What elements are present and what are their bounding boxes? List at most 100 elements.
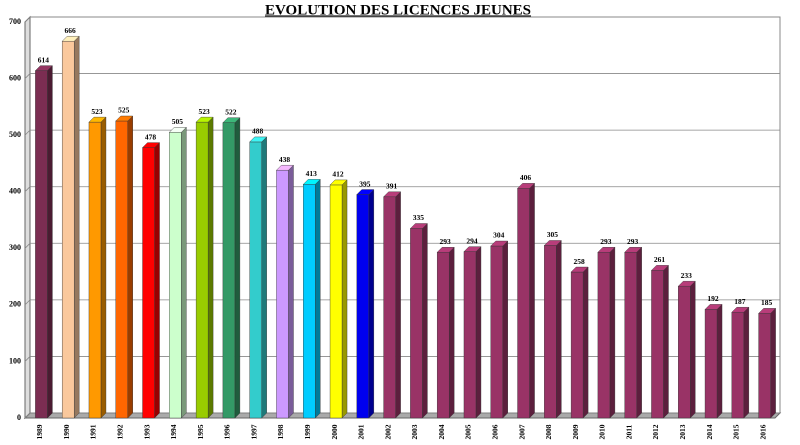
bar-top (517, 183, 536, 189)
value-label: 391 (386, 182, 398, 191)
bar-top (115, 115, 134, 122)
bar-top (409, 223, 428, 229)
value-label: 293 (440, 237, 452, 246)
bar (436, 252, 450, 419)
bar-side (502, 240, 508, 419)
bar-top (543, 240, 562, 246)
bar-top (490, 240, 509, 247)
value-label: 293 (627, 237, 639, 246)
value-label: 614 (38, 55, 50, 64)
side-wall (24, 15, 31, 420)
bar (356, 194, 370, 419)
value-label: 438 (279, 155, 291, 164)
bar (249, 141, 262, 419)
bar-side (475, 246, 482, 419)
y-tick-label: 400 (9, 187, 21, 196)
bar-side (154, 142, 160, 419)
x-tick-label: 1997 (249, 424, 258, 439)
x-tick-label: 1991 (89, 424, 98, 439)
bar-side (422, 223, 428, 419)
x-tick-label: 2001 (357, 424, 366, 439)
value-label: 522 (225, 107, 237, 116)
value-label: 412 (332, 170, 344, 179)
grid-line (24, 299, 31, 306)
bar-top (463, 246, 482, 252)
bar (597, 252, 611, 419)
x-tick-label: 1998 (276, 424, 285, 439)
bar-top (302, 179, 321, 185)
bar (544, 245, 557, 419)
value-label: 305 (547, 230, 559, 239)
bar-top (329, 179, 348, 186)
bar-top (34, 65, 53, 71)
x-tick-label: 2007 (517, 424, 526, 439)
x-tick-label: 2002 (383, 424, 392, 439)
bar-side (368, 189, 375, 419)
value-label: 233 (681, 271, 693, 280)
bar-side (341, 179, 348, 419)
value-label: 335 (413, 213, 425, 222)
bar-side (582, 266, 589, 419)
value-label: 413 (306, 169, 318, 178)
bar-side (556, 239, 562, 419)
bar-side (288, 164, 294, 419)
value-label: 523 (91, 107, 103, 116)
x-tick-label: 2003 (410, 424, 419, 439)
x-tick-label: 1994 (169, 424, 178, 439)
x-tick-label: 2004 (437, 424, 446, 439)
y-tick-label: 200 (9, 300, 21, 309)
y-tick-label: 700 (9, 17, 21, 26)
grid-line (24, 186, 31, 192)
bar-side (395, 191, 401, 419)
x-tick-label: 2005 (464, 424, 473, 439)
bar (329, 184, 343, 419)
value-label: 258 (573, 257, 585, 266)
bar-top (249, 136, 268, 143)
x-tick-label: 1995 (196, 424, 205, 439)
value-label: 525 (118, 106, 130, 115)
bar-side (690, 280, 696, 419)
bar (678, 285, 691, 419)
value-label: 185 (761, 298, 773, 307)
bar-side (609, 246, 616, 419)
grid-line (24, 356, 31, 362)
x-tick-label: 1999 (303, 424, 312, 439)
value-label: 505 (172, 117, 184, 126)
bar (61, 41, 75, 419)
bar-side (529, 182, 535, 419)
bar (169, 132, 182, 419)
grid-line (24, 129, 31, 136)
x-tick-label: 2012 (651, 424, 660, 439)
x-tick-label: 2006 (490, 424, 499, 439)
bar-top (142, 142, 161, 148)
value-label: 488 (252, 127, 264, 136)
bar-side (636, 246, 642, 419)
grid-line (24, 73, 31, 79)
bar-top (650, 265, 669, 271)
bar-top (168, 127, 187, 133)
bar (276, 170, 289, 419)
bar-side (127, 115, 133, 419)
bar-side (100, 116, 107, 419)
x-tick-label: 1996 (223, 424, 232, 439)
bar-side (181, 126, 187, 419)
grid-line (24, 243, 31, 249)
bar-side (234, 117, 241, 419)
bar-side (743, 306, 750, 419)
bar-top (356, 189, 375, 195)
bar-side (47, 65, 53, 419)
x-tick-label: 2000 (330, 424, 339, 439)
bar-top (597, 247, 616, 253)
bar-top (704, 304, 723, 310)
value-label: 294 (466, 236, 478, 245)
y-tick-label: 500 (9, 130, 21, 139)
value-label: 261 (654, 255, 666, 264)
bar-side (663, 264, 669, 419)
x-tick-label: 2016 (758, 424, 767, 439)
bar (222, 122, 236, 419)
x-tick-label: 2015 (732, 424, 741, 439)
bar-top (222, 117, 241, 123)
value-label: 192 (707, 294, 719, 303)
bar-top (436, 247, 455, 253)
